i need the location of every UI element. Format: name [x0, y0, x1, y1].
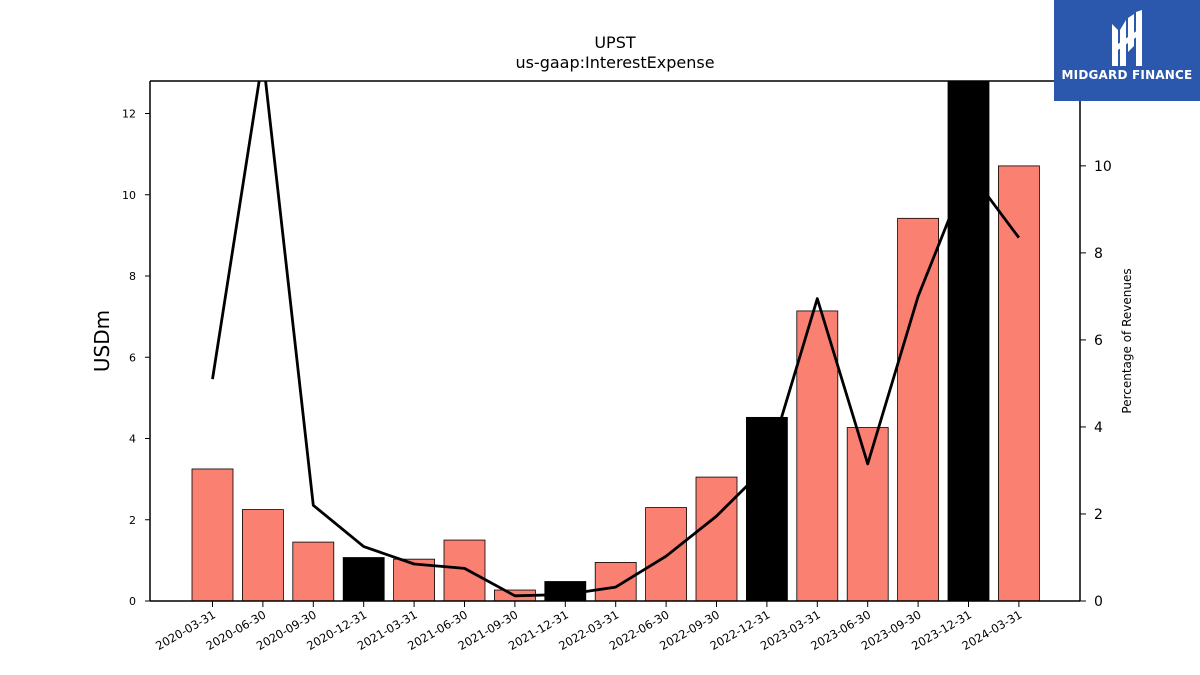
y2-tick-label: 4	[1094, 420, 1103, 436]
bar-2023-06-30	[846, 427, 889, 601]
y-tick-label: 0	[129, 595, 136, 608]
y-tick-label: 8	[129, 270, 136, 283]
bar-2022-09-30	[695, 476, 738, 601]
bar-2020-12-31	[342, 557, 385, 601]
midgard-finance-logo: MIDGARD FINANCE	[1054, 0, 1200, 101]
bar-2022-12-31	[746, 416, 788, 601]
logo-mark-icon	[1112, 10, 1142, 66]
chart-subtitle: us-gaap:InterestExpense	[515, 53, 714, 72]
bar-2023-09-30	[897, 217, 939, 601]
chart-title: UPST	[594, 33, 636, 52]
y2-axis-label: Percentage of Revenues	[1120, 268, 1134, 413]
bar-2020-03-31	[191, 468, 234, 601]
y-tick-label: 12	[122, 108, 136, 121]
y-axis-label: USDm	[90, 310, 114, 372]
y2-tick-label: 2	[1094, 507, 1103, 523]
y-tick-label: 4	[129, 433, 136, 446]
bar-2022-03-31	[594, 562, 637, 601]
logo-text: MIDGARD FINANCE	[1061, 68, 1193, 82]
y2-tick-label: 0	[1094, 594, 1103, 610]
y-tick-label: 10	[122, 189, 136, 202]
bar-2021-06-30	[443, 539, 486, 601]
y-tick-label: 2	[129, 514, 136, 527]
bar-2023-03-31	[796, 310, 839, 601]
y2-tick-label: 6	[1094, 333, 1103, 349]
bar-2020-06-30	[241, 509, 284, 601]
y2-tick-label: 10	[1094, 159, 1112, 175]
line-series-percentage	[211, 81, 1021, 598]
bar-2022-06-30	[645, 507, 687, 601]
bar-2024-03-31	[998, 165, 1040, 601]
y2-tick-label: 8	[1094, 246, 1103, 262]
y-tick-label: 6	[129, 351, 136, 364]
bar-2020-09-30	[292, 541, 335, 601]
bar-2023-12-31	[947, 81, 990, 601]
